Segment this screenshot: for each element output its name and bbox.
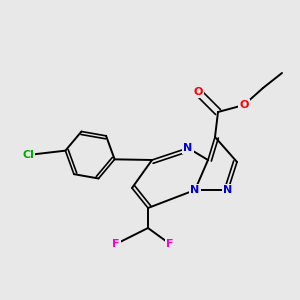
Text: N: N (183, 143, 193, 153)
Text: N: N (224, 185, 232, 195)
Text: F: F (112, 239, 120, 249)
Text: O: O (239, 100, 249, 110)
Text: F: F (166, 239, 174, 249)
Text: O: O (193, 87, 203, 97)
Text: Cl: Cl (22, 150, 34, 160)
Text: N: N (190, 185, 200, 195)
